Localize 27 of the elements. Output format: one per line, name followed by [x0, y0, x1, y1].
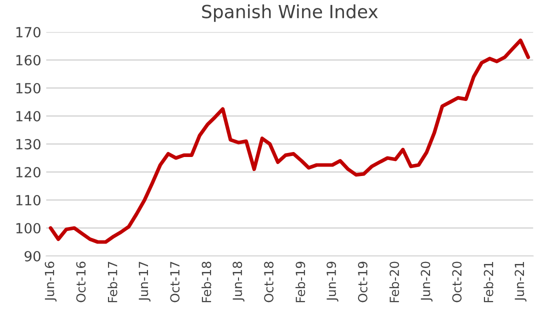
x-tick-label: Oct-17 [170, 262, 180, 302]
y-tick-label: 150 [16, 82, 40, 94]
x-tick-label: Jun-19 [326, 262, 338, 302]
x-tick-label: Jun-21 [514, 262, 526, 302]
y-tick-label: 140 [16, 110, 40, 122]
x-tick-label: Feb-19 [295, 262, 306, 302]
x-tick-label: Jun-17 [138, 262, 150, 302]
x-tick-label: Feb-21 [484, 262, 494, 302]
y-tick-label: 170 [16, 26, 40, 38]
x-tick-label: Feb-18 [202, 262, 212, 302]
y-tick-label: 130 [16, 138, 40, 150]
x-tick-label: Feb-17 [108, 262, 118, 302]
y-tick-label: 100 [16, 222, 40, 234]
y-tick-label: 90 [24, 250, 40, 262]
y-tick-label: 160 [16, 54, 40, 66]
y-tick-label: 110 [16, 194, 40, 206]
x-tick-label: Oct-19 [358, 262, 368, 302]
y-tick-label: 120 [16, 166, 40, 178]
chart-title: Spanish Wine Index [202, 4, 378, 22]
x-tick-label: Oct-18 [264, 262, 274, 302]
x-tick-label: Jun-16 [44, 262, 57, 302]
x-tick-label: Oct-20 [452, 262, 462, 302]
line-series [48, 38, 530, 244]
x-tick-label: Jun-18 [232, 262, 244, 302]
x-tick-label: Jun-20 [420, 262, 433, 302]
x-tick-label: Feb-20 [389, 262, 400, 302]
x-tick-label: Oct-16 [76, 262, 86, 302]
